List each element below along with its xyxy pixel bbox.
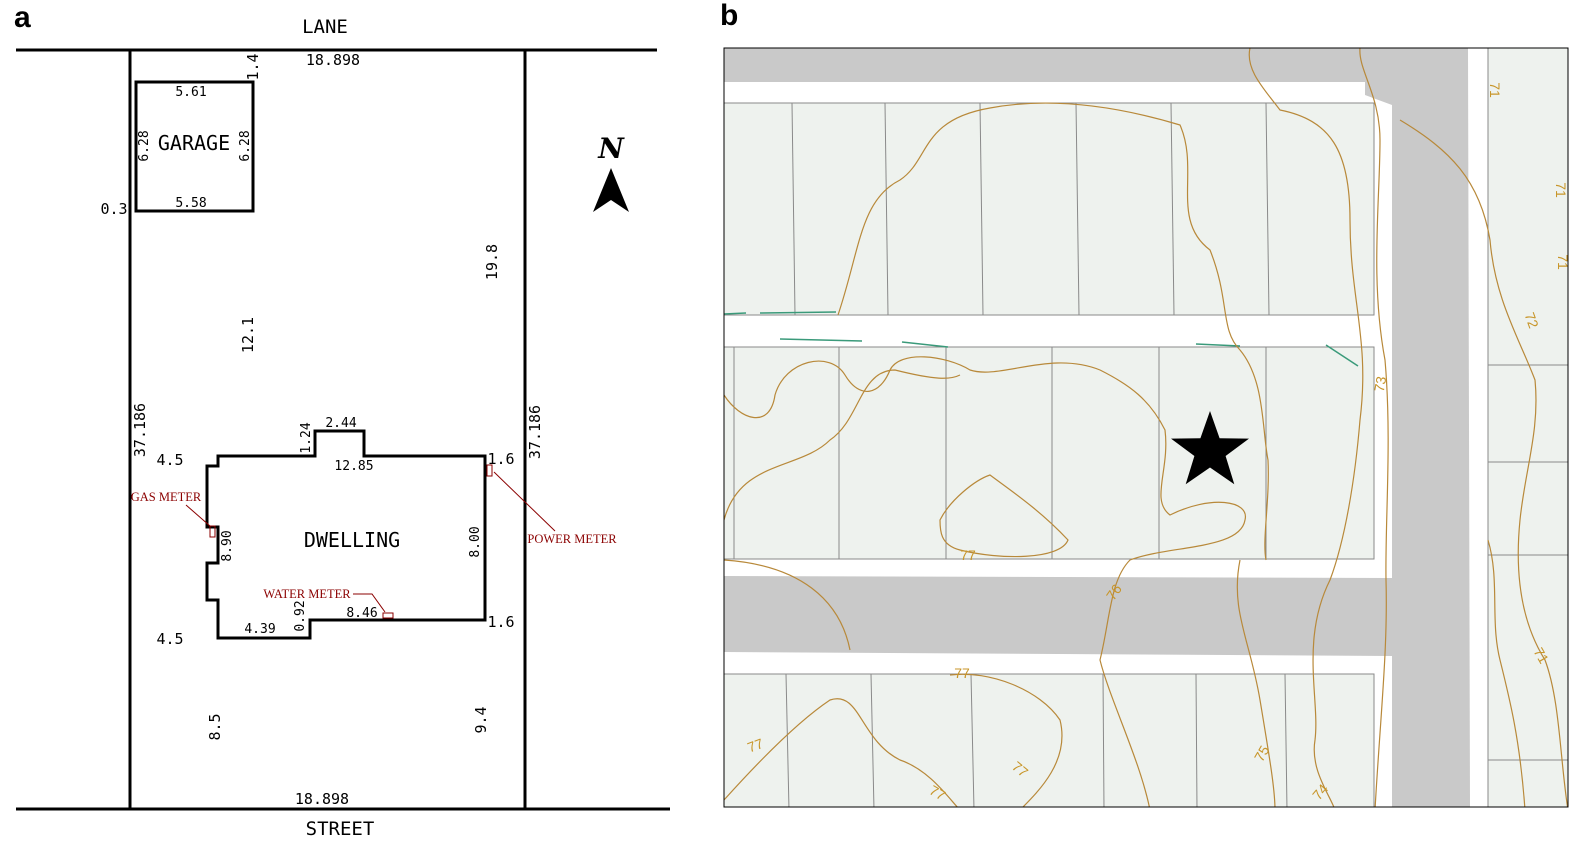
power-meter-label: POWER METER <box>527 532 617 546</box>
panel-a-letter: a <box>14 1 31 34</box>
dim-lot-depth-right: 37.186 <box>526 405 544 459</box>
dim-garage-bottom: 5.58 <box>175 196 206 211</box>
road-vertical <box>1365 48 1470 807</box>
dim-garage-setback-left: 0.3 <box>100 200 127 218</box>
dim-garage-top: 5.61 <box>175 85 206 100</box>
lot-block-right <box>1487 48 1568 807</box>
water-meter-label: WATER METER <box>263 587 351 601</box>
north-arrow-icon: N <box>593 132 629 212</box>
dim-dwelling-bottom-right: 8.46 <box>346 606 377 621</box>
street-label: STREET <box>306 818 375 840</box>
panel-b-letter: b <box>720 0 738 32</box>
gas-meter: GAS METER <box>131 490 216 538</box>
power-meter-box <box>486 464 493 477</box>
road-top <box>724 48 1392 82</box>
water-meter-box <box>382 612 394 619</box>
star-icon <box>1171 411 1249 485</box>
dim-front-left: 8.5 <box>206 713 224 740</box>
panel-b-contour-map: b <box>720 0 1571 808</box>
lot-block-top <box>724 102 1375 316</box>
power-meter-arrow <box>493 471 556 532</box>
gas-meter-box <box>209 525 216 538</box>
dim-lot-depth-left: 37.186 <box>131 403 149 457</box>
contour-label: 77 <box>954 665 970 681</box>
contour-label: 71 <box>1555 254 1571 270</box>
dim-right-yard: 19.8 <box>483 244 501 280</box>
contour-label: 77 <box>960 547 976 563</box>
garage-outline <box>134 80 255 213</box>
map-frame <box>723 47 1569 808</box>
dim-dwelling-top: 12.85 <box>334 459 373 474</box>
power-meter: POWER METER <box>486 464 617 546</box>
dwelling-outline <box>205 429 487 640</box>
fence-marks <box>724 311 1359 367</box>
contour-label: 77 <box>745 735 765 755</box>
gas-meter-arrow <box>185 504 211 527</box>
contour-lines <box>724 48 1568 807</box>
contour-label: 71 <box>1553 182 1569 198</box>
dim-side-left-top: 4.5 <box>156 451 183 469</box>
contour-label: 71 <box>1531 645 1553 667</box>
dim-garage-setback-top: 1.4 <box>244 53 262 80</box>
contour-labels: 77 76 77 77 77 77 75 74 73 71 71 71 72 7… <box>745 82 1571 804</box>
panel-a-site-plan: a LANE STREET 18.898 18.898 37.186 37.18… <box>14 1 670 840</box>
dim-garage-left: 6.28 <box>137 130 152 161</box>
dim-dwelling-bottom-left: 4.39 <box>244 622 275 637</box>
lot-block-middle <box>724 346 1375 560</box>
north-symbol: N <box>597 132 625 165</box>
dim-bump-depth: 1.24 <box>299 422 314 453</box>
dim-bottom-width: 18.898 <box>295 790 349 808</box>
dim-dwelling-right: 8.00 <box>468 526 483 557</box>
dim-front-right: 9.4 <box>472 706 490 733</box>
lane-label: LANE <box>302 16 348 38</box>
garage-label: GARAGE <box>158 131 230 155</box>
contour-label: 75 <box>1251 743 1273 765</box>
road-middle <box>724 576 1392 656</box>
dim-garage-right: 6.28 <box>238 130 253 161</box>
water-meter: WATER METER <box>263 587 394 619</box>
dim-side-right-top: 1.6 <box>487 450 514 468</box>
dim-side-left-bottom: 4.5 <box>156 630 183 648</box>
dim-top-width: 18.898 <box>306 51 360 69</box>
contour-label: 73 <box>1371 375 1389 393</box>
contour-label: 77 <box>927 782 949 804</box>
dim-dwelling-left: 8.90 <box>220 530 235 561</box>
water-meter-arrow <box>353 593 386 613</box>
contour-label: 72 <box>1522 310 1542 330</box>
dwelling-label: DWELLING <box>304 528 400 552</box>
dim-side-right-bottom: 1.6 <box>487 613 514 631</box>
north-arrow-head <box>593 168 629 212</box>
lot-block-bottom <box>724 673 1375 807</box>
dim-garage-to-dwelling: 12.1 <box>239 317 257 353</box>
dim-dwelling-bottom-step: 0.92 <box>293 600 308 631</box>
dim-bump-width: 2.44 <box>325 416 356 431</box>
gas-meter-label: GAS METER <box>131 490 202 504</box>
contour-label: 71 <box>1487 82 1503 98</box>
